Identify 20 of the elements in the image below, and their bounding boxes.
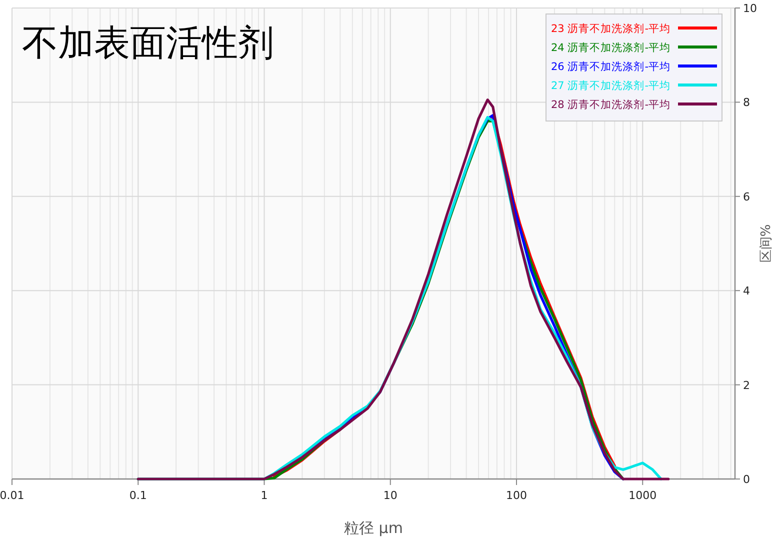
x-tick-label: 0.01 xyxy=(0,489,24,502)
y-tick-label: 10 xyxy=(743,2,757,15)
y-tick-label: 4 xyxy=(743,284,750,298)
legend-label: 27 沥青不加洗涤剂-平均 xyxy=(551,79,670,92)
x-tick-label: 100 xyxy=(506,489,527,502)
y-tick-label: 6 xyxy=(743,190,750,204)
x-tick-label: 1000 xyxy=(628,489,657,502)
legend-label: 24 沥青不加洗涤剂-平均 xyxy=(551,41,670,54)
legend-label: 28 沥青不加洗涤剂-平均 xyxy=(551,98,670,111)
y-axis-title: 区间% xyxy=(759,224,774,263)
y-tick-label: 2 xyxy=(743,378,750,392)
y-tick-label: 0 xyxy=(743,473,750,486)
x-tick-label: 10 xyxy=(383,489,398,502)
legend-label: 26 沥青不加洗涤剂-平均 xyxy=(551,60,670,73)
chart-title: 不加表面活性剂 xyxy=(22,23,274,64)
y-tick-label: 8 xyxy=(743,96,750,110)
x-axis-title: 粒径 µm xyxy=(344,519,403,537)
legend-label: 23 沥青不加洗涤剂-平均 xyxy=(551,22,670,35)
x-tick-label: 1 xyxy=(260,489,268,502)
x-tick-label: 0.1 xyxy=(129,489,147,502)
